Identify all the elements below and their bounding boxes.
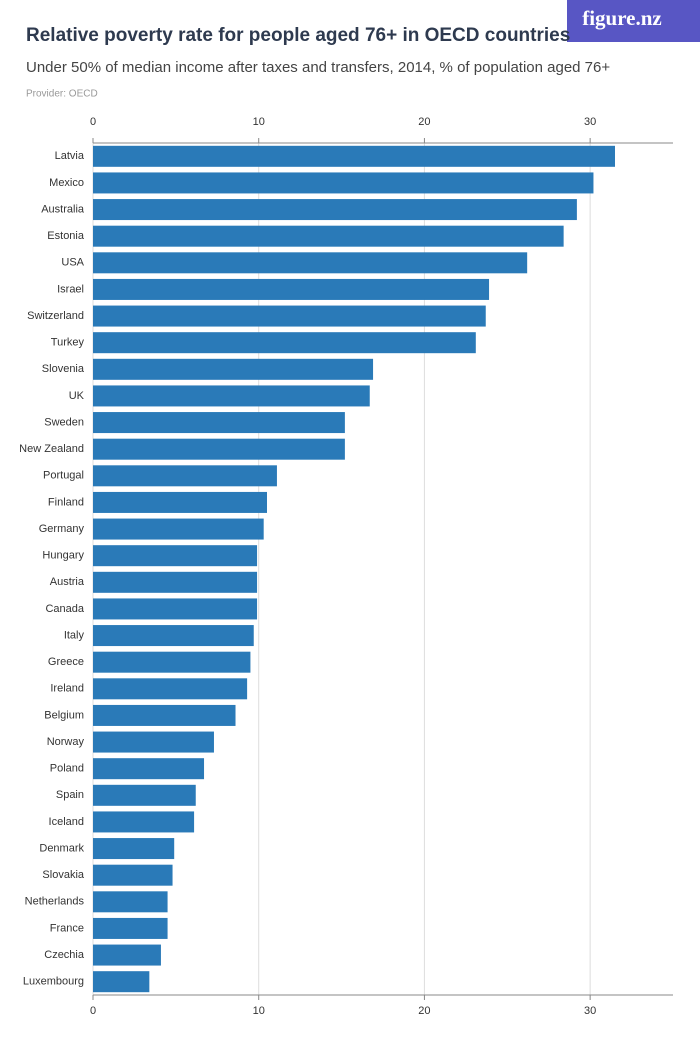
x-tick-label: 30 <box>584 1005 596 1017</box>
y-tick-label: Denmark <box>39 842 84 854</box>
y-tick-label: Slovenia <box>42 363 85 375</box>
bar <box>93 145 615 167</box>
bar <box>93 651 251 673</box>
y-tick-label: Mexico <box>49 177 84 189</box>
bar <box>93 678 248 700</box>
x-tick-label: 0 <box>90 116 96 128</box>
y-tick-label: Latvia <box>55 150 85 162</box>
y-tick-label: Estonia <box>47 230 85 242</box>
bar <box>93 758 205 780</box>
bar <box>93 731 214 753</box>
y-tick-label: Greece <box>48 656 84 668</box>
bar <box>93 252 528 274</box>
bar <box>93 172 594 194</box>
bar <box>93 971 150 993</box>
bar <box>93 571 258 593</box>
bar <box>93 332 476 354</box>
logo-box <box>567 0 700 42</box>
bar <box>93 438 345 460</box>
source: Provider: OECD <box>26 89 98 100</box>
bar <box>93 385 370 407</box>
y-tick-label: Italy <box>64 629 85 641</box>
x-tick-label: 20 <box>418 1005 430 1017</box>
bar <box>93 598 258 620</box>
y-tick-label: UK <box>69 390 85 402</box>
y-tick-label: USA <box>61 257 84 269</box>
bar <box>93 545 258 567</box>
y-tick-label: Belgium <box>44 709 84 721</box>
x-tick-label: 0 <box>90 1005 96 1017</box>
y-tick-label: France <box>50 922 84 934</box>
x-tick-label: 10 <box>253 116 265 128</box>
x-tick-label: 10 <box>253 1005 265 1017</box>
y-tick-label: Slovakia <box>42 869 84 881</box>
chart-title: Relative poverty rate for people aged 76… <box>26 25 570 46</box>
bar <box>93 704 236 726</box>
y-tick-label: Poland <box>50 763 84 775</box>
y-tick-label: Netherlands <box>25 896 85 908</box>
bar <box>93 358 374 380</box>
bar <box>93 305 486 327</box>
y-tick-label: Hungary <box>42 550 84 562</box>
y-tick-label: Luxembourg <box>23 976 84 988</box>
y-tick-label: Austria <box>50 576 85 588</box>
chart-subtitle: Under 50% of median income after taxes a… <box>26 59 610 76</box>
bar <box>93 917 168 939</box>
bar <box>93 838 175 860</box>
y-tick-label: Canada <box>45 603 84 615</box>
y-tick-label: Portugal <box>43 470 84 482</box>
x-tick-label: 20 <box>418 116 430 128</box>
x-tick-label: 30 <box>584 116 596 128</box>
y-tick-label: Czechia <box>44 949 85 961</box>
y-tick-label: Turkey <box>51 337 85 349</box>
y-tick-label: Ireland <box>50 683 84 695</box>
bar <box>93 199 577 221</box>
y-tick-label: Australia <box>41 203 85 215</box>
bar <box>93 784 196 806</box>
bar <box>93 491 267 513</box>
y-tick-label: Germany <box>39 523 85 535</box>
bar <box>93 518 264 540</box>
y-tick-label: Sweden <box>44 416 84 428</box>
bar <box>93 465 277 487</box>
y-tick-label: Norway <box>47 736 85 748</box>
y-tick-label: Iceland <box>49 816 84 828</box>
y-tick-label: Israel <box>57 283 84 295</box>
bar <box>93 412 345 434</box>
bar <box>93 864 173 886</box>
bar <box>93 278 490 300</box>
bar <box>93 944 161 966</box>
bar <box>93 891 168 913</box>
y-tick-label: Spain <box>56 789 84 801</box>
bar <box>93 625 254 647</box>
logo[interactable]: figure.nz <box>582 6 662 30</box>
bar <box>93 225 564 247</box>
bar <box>93 811 195 833</box>
y-tick-label: Switzerland <box>27 310 84 322</box>
y-tick-label: Finland <box>48 496 84 508</box>
y-tick-label: New Zealand <box>19 443 84 455</box>
